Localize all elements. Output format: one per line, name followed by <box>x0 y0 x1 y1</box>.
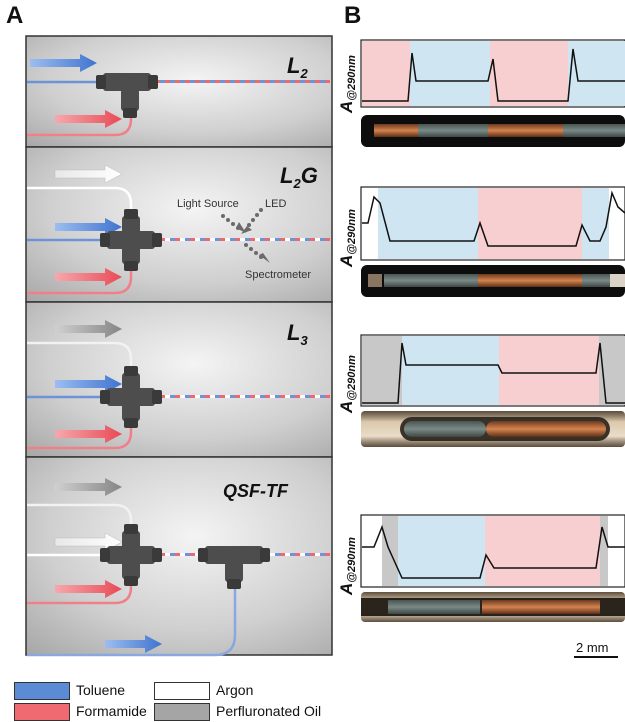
formamide-arrow-icon <box>55 580 122 598</box>
formamide-arrow-icon <box>55 110 122 128</box>
t-junction-icon <box>96 73 158 118</box>
formamide-channel <box>27 105 133 137</box>
legend-swatch-oil <box>154 703 210 721</box>
formamide-band <box>490 41 568 106</box>
toluene-band <box>378 188 478 259</box>
argon-arrow-icon <box>54 164 123 184</box>
b2-ylabel: A@290nm <box>338 209 358 268</box>
panel-a-svg: L2 L2G <box>25 35 333 657</box>
panel-a2: L2G Light Source LED Spectrometer <box>27 163 330 295</box>
formamide-band <box>485 516 600 586</box>
formamide-channel <box>27 420 133 450</box>
led-label: LED <box>265 198 286 210</box>
absorbance-trace <box>362 48 625 102</box>
panel-b2: A@290nm <box>337 186 625 297</box>
panel-b1: A@290nm <box>337 39 625 147</box>
toluene-band <box>410 41 490 106</box>
cross-junction-icon <box>100 524 162 586</box>
absorbance-trace <box>362 524 625 579</box>
panel-a1-bg <box>25 35 333 148</box>
spectrometer-dots <box>244 243 270 263</box>
panel-a: L2 L2G <box>25 35 333 657</box>
formamide-band <box>499 336 599 405</box>
oil-band <box>362 336 402 405</box>
b1-ylabel: A@290nm <box>338 55 358 114</box>
formamide-band <box>362 41 410 106</box>
toluene-channel <box>27 575 237 657</box>
toluene-arrow-icon <box>55 375 122 393</box>
b4-ylabel: A@290nm <box>338 537 358 596</box>
formamide-arrow-icon <box>55 425 122 443</box>
panel-b4: A@290nm <box>337 514 625 622</box>
oil-band <box>600 516 608 586</box>
absorbance-trace <box>362 190 625 247</box>
panel-a2-label: L2G <box>280 163 318 191</box>
legend-swatch-formamide <box>14 703 70 721</box>
droplet-train <box>160 238 330 241</box>
panel-b3: A@290nm <box>337 334 625 447</box>
panel-a4-label: QSF-TF <box>223 481 289 501</box>
legend-label-formamide: Formamide <box>76 703 147 719</box>
toluene-arrow-icon <box>105 635 162 653</box>
light-source-dots <box>221 214 246 233</box>
panel-a3: L3 <box>27 320 330 450</box>
legend-label-toluene: Toluene <box>76 682 126 698</box>
toluene-arrow-icon <box>30 54 97 72</box>
toluene-band <box>398 516 485 586</box>
panel-b-letter: B <box>344 2 362 29</box>
cross-junction-icon <box>100 366 162 428</box>
droplet-train <box>145 80 330 83</box>
legend-swatch-argon <box>154 682 210 700</box>
legend-swatch-toluene <box>14 682 70 700</box>
panel-a3-label: L3 <box>287 320 308 348</box>
legend-label-argon: Argon <box>216 682 254 698</box>
oil-arrow-icon <box>55 478 122 496</box>
oil-arrow-icon <box>55 320 122 338</box>
legend-label-oil: Perfluronated Oil <box>216 703 322 719</box>
formamide-channel <box>27 263 133 295</box>
oil-channel <box>27 503 133 535</box>
legend: Toluene Argon Formamide Perfluronated Oi… <box>14 682 614 721</box>
formamide-channel <box>27 575 133 605</box>
b3-ylabel: A@290nm <box>338 355 358 414</box>
toluene-arrow-icon <box>55 218 122 236</box>
light-source-label: Light Source <box>177 198 239 210</box>
toluene-band <box>582 188 609 259</box>
absorbance-trace <box>362 342 625 404</box>
argon-channel <box>27 186 133 220</box>
formamide-band <box>478 188 582 259</box>
formamide-arrow-icon <box>55 268 122 286</box>
panel-a1-label: L2 <box>287 53 308 81</box>
spectrometer-label: Spectrometer <box>245 269 311 281</box>
argon-channel <box>27 341 133 375</box>
toluene-band <box>402 336 499 405</box>
droplet-train-2 <box>265 553 330 556</box>
panel-a4: QSF-TF <box>27 478 330 657</box>
scale-bar-label: 2 mm <box>576 640 609 655</box>
panel-a-letter: A <box>6 2 24 29</box>
t-junction-icon <box>198 546 270 589</box>
panel-b: A@290nm A@290nm A@290nm <box>337 35 625 665</box>
droplet-train <box>160 395 330 398</box>
led-dots <box>241 208 263 234</box>
panel-b-svg: A@290nm A@290nm A@290nm <box>337 39 625 658</box>
panel-a1: L2 <box>27 53 330 137</box>
droplet-train-1 <box>160 553 200 556</box>
cross-junction-icon <box>100 209 162 271</box>
